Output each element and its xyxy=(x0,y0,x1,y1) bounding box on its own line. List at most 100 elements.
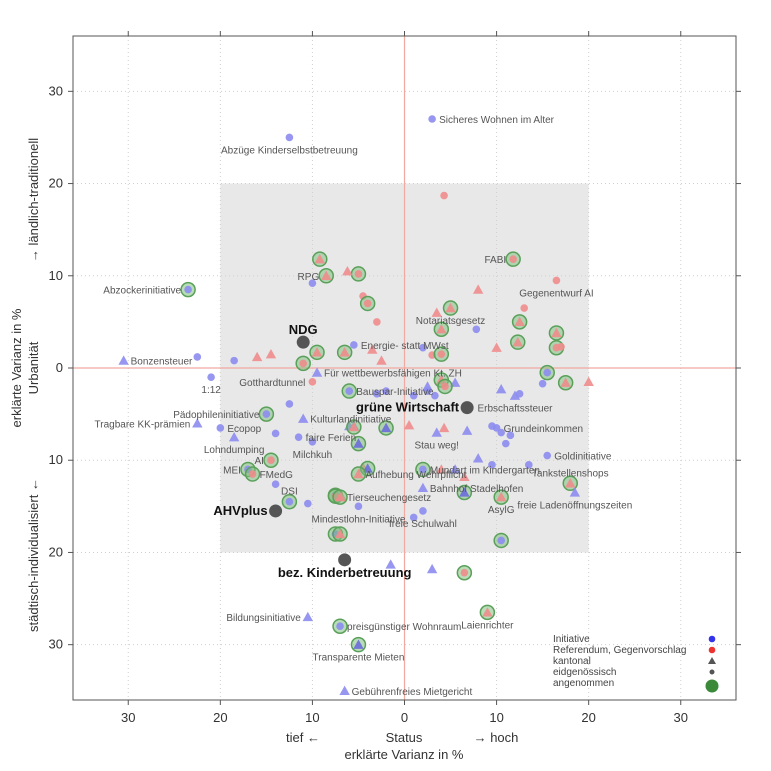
data-point xyxy=(493,532,509,549)
data-point xyxy=(336,344,353,361)
data-point xyxy=(403,419,415,430)
data-point xyxy=(409,513,418,522)
triangle-marker xyxy=(459,471,470,481)
data-point xyxy=(438,422,450,433)
point-label: Stau weg! xyxy=(414,441,458,452)
triangle-marker xyxy=(367,344,378,354)
data-point xyxy=(456,484,473,501)
data-point xyxy=(308,279,317,287)
circle-marker xyxy=(271,480,280,489)
circle-marker xyxy=(509,255,517,263)
data-point xyxy=(346,419,362,435)
highlighted-point xyxy=(338,553,352,567)
y-tick-label: 20 xyxy=(49,544,63,559)
triangle-marker xyxy=(353,468,364,479)
point-label: Grundeinkommen xyxy=(504,424,583,435)
point-label: Ecopop xyxy=(227,424,261,435)
triangle-marker xyxy=(385,559,396,569)
data-point xyxy=(376,355,387,365)
triangle-marker xyxy=(482,607,493,617)
data-point xyxy=(304,499,312,508)
circle-marker xyxy=(423,387,432,395)
data-point xyxy=(373,390,381,398)
legend-label: Initiative xyxy=(553,634,590,645)
triangle-marker xyxy=(302,611,314,622)
data-point xyxy=(295,355,311,372)
point-label: Mindestlohn-Initiative xyxy=(311,514,405,525)
labeled-point xyxy=(308,437,317,446)
point-label: 1:12 xyxy=(201,385,221,396)
circle-marker xyxy=(350,341,358,349)
circle-marker xyxy=(538,379,547,388)
triangle-marker xyxy=(311,367,323,377)
data-point xyxy=(459,471,470,481)
data-point xyxy=(501,439,510,448)
circle-marker xyxy=(409,513,418,522)
data-point xyxy=(538,379,547,388)
labeled-point xyxy=(339,685,350,695)
labeled-point xyxy=(308,378,317,386)
x-tick-label: 0 xyxy=(401,710,408,725)
labeled-point xyxy=(294,433,303,441)
point-label: Mundart im Kindergarten xyxy=(430,465,540,476)
circle-marker xyxy=(248,470,257,478)
data-point xyxy=(548,325,565,341)
circle-marker xyxy=(285,497,294,506)
triangle-marker xyxy=(551,327,562,338)
circle-marker xyxy=(336,622,344,631)
legend-label: kantonal xyxy=(553,656,591,667)
data-point xyxy=(271,429,280,438)
triangle-marker xyxy=(472,284,484,294)
circle-marker xyxy=(184,285,192,294)
triangle-marker xyxy=(403,419,415,430)
labeled-point xyxy=(350,341,358,349)
labeled-point xyxy=(569,487,581,497)
triangle-marker xyxy=(265,348,277,359)
circle-marker xyxy=(373,318,381,326)
triangle-marker xyxy=(565,478,576,488)
y-tick-label: 10 xyxy=(49,268,63,283)
data-point xyxy=(433,346,450,362)
legend-label: eidgenössisch xyxy=(553,667,616,678)
labeled-point xyxy=(192,418,203,428)
legend-marker-small xyxy=(709,669,715,675)
labeled-point xyxy=(543,451,552,460)
point-label: Pädophileninitiative xyxy=(173,410,260,421)
circle-marker xyxy=(363,299,372,308)
point-label: Gebührenfreies Mietgericht xyxy=(352,687,473,698)
y-tick-label: 10 xyxy=(49,452,63,467)
point-label: preisgünstiger Wohnraum xyxy=(347,622,461,633)
data-point xyxy=(461,425,473,435)
labeled-point xyxy=(332,618,348,634)
data-point xyxy=(539,364,555,381)
x-tick-label: 30 xyxy=(121,710,135,725)
circle-marker xyxy=(308,279,317,287)
triangle-marker xyxy=(495,491,507,502)
labeled-point xyxy=(350,636,367,653)
data-point xyxy=(506,431,515,440)
labeled-point xyxy=(428,115,436,123)
circle-marker xyxy=(262,410,271,418)
data-point xyxy=(423,387,432,395)
circle-marker xyxy=(488,461,496,469)
y-axis-label-mid: Urbanität xyxy=(26,341,41,394)
data-point xyxy=(409,391,418,400)
legend-label: Referendum, Gegenvorschlag xyxy=(553,645,686,656)
labeled-point xyxy=(350,466,367,482)
point-label: Goldinitiative xyxy=(554,452,612,463)
labeled-point xyxy=(263,452,279,468)
data-point xyxy=(419,343,427,352)
point-label: Bonzensteuer xyxy=(131,357,193,368)
data-point xyxy=(440,191,448,200)
point-label: Tragbare KK-prämien xyxy=(95,419,191,430)
data-point xyxy=(350,435,367,452)
data-point xyxy=(312,251,328,267)
x-tick-label: 20 xyxy=(213,710,227,725)
triangle-marker xyxy=(436,464,447,474)
point-label: Milchkuh xyxy=(293,450,332,461)
data-point xyxy=(230,356,238,365)
x-tick-label: 10 xyxy=(489,710,503,725)
triangle-marker xyxy=(583,376,594,386)
circle-marker xyxy=(557,342,565,351)
labeled-point xyxy=(258,406,275,422)
